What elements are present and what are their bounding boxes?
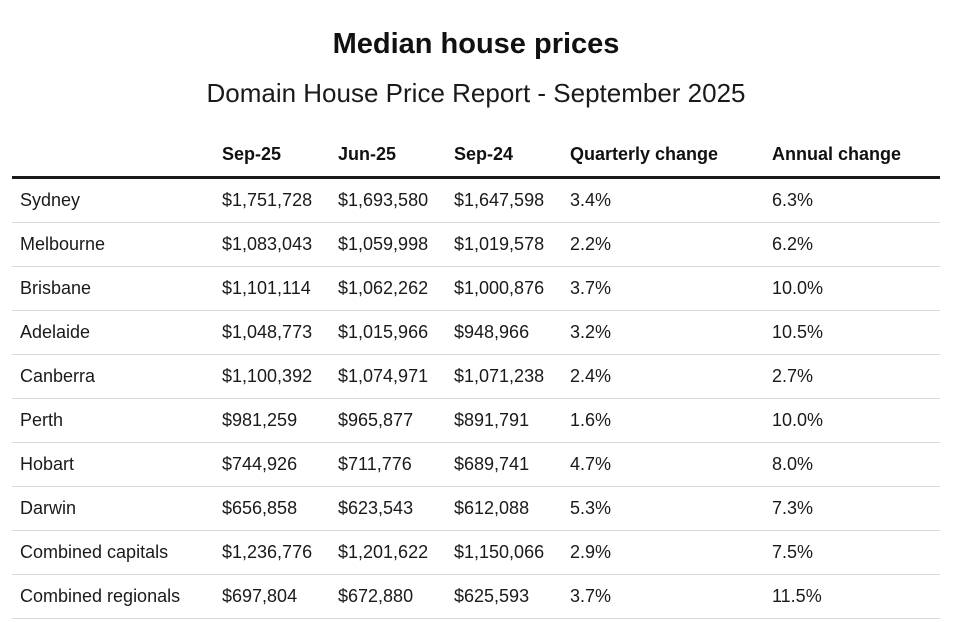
cell-quarterly-change: 4.7% [562, 442, 764, 487]
cell-sep-25: $1,100,392 [214, 354, 330, 399]
cell-jun-25: $1,201,622 [330, 530, 446, 575]
cell-annual-change: 7.3% [764, 486, 940, 531]
cell-city: Perth [12, 398, 214, 443]
table-row: Combined capitals $1,236,776 $1,201,622 … [12, 530, 940, 575]
cell-city: Combined capitals [12, 530, 214, 575]
cell-quarterly-change: 3.2% [562, 310, 764, 355]
cell-sep-25: $1,083,043 [214, 222, 330, 267]
cell-sep-25: $1,751,728 [214, 177, 330, 223]
cell-annual-change: 10.0% [764, 266, 940, 311]
cell-sep-24: $948,966 [446, 310, 562, 355]
column-header-city [12, 132, 214, 179]
cell-sep-24: $1,019,578 [446, 222, 562, 267]
cell-sep-24: $1,000,876 [446, 266, 562, 311]
cell-jun-25: $1,059,998 [330, 222, 446, 267]
cell-quarterly-change: 3.7% [562, 266, 764, 311]
cell-jun-25: $1,693,580 [330, 177, 446, 223]
cell-sep-24: $625,593 [446, 574, 562, 619]
cell-quarterly-change: 2.9% [562, 530, 764, 575]
table-row: Sydney $1,751,728 $1,693,580 $1,647,598 … [12, 177, 940, 223]
cell-annual-change: 10.5% [764, 310, 940, 355]
cell-quarterly-change: 1.6% [562, 398, 764, 443]
table-row: Perth $981,259 $965,877 $891,791 1.6% 10… [12, 398, 940, 443]
cell-sep-25: $981,259 [214, 398, 330, 443]
cell-quarterly-change: 3.7% [562, 574, 764, 619]
table-row: Canberra $1,100,392 $1,074,971 $1,071,23… [12, 354, 940, 399]
cell-city: Canberra [12, 354, 214, 399]
cell-annual-change: 8.0% [764, 442, 940, 487]
cell-sep-25: $1,048,773 [214, 310, 330, 355]
cell-sep-24: $612,088 [446, 486, 562, 531]
price-table-container: Sep-25 Jun-25 Sep-24 Quarterly change An… [12, 132, 940, 619]
cell-quarterly-change: 2.4% [562, 354, 764, 399]
header-row: Sep-25 Jun-25 Sep-24 Quarterly change An… [12, 132, 940, 179]
cell-sep-25: $744,926 [214, 442, 330, 487]
cell-jun-25: $711,776 [330, 442, 446, 487]
cell-jun-25: $672,880 [330, 574, 446, 619]
cell-jun-25: $623,543 [330, 486, 446, 531]
cell-sep-25: $697,804 [214, 574, 330, 619]
table-body: Sydney $1,751,728 $1,693,580 $1,647,598 … [12, 177, 940, 619]
price-table: Sep-25 Jun-25 Sep-24 Quarterly change An… [12, 132, 940, 619]
column-header-jun-25: Jun-25 [330, 132, 446, 179]
column-header-sep-24: Sep-24 [446, 132, 562, 179]
cell-sep-24: $1,071,238 [446, 354, 562, 399]
cell-annual-change: 11.5% [764, 574, 940, 619]
table-row: Darwin $656,858 $623,543 $612,088 5.3% 7… [12, 486, 940, 531]
cell-annual-change: 10.0% [764, 398, 940, 443]
cell-sep-25: $1,101,114 [214, 266, 330, 311]
cell-annual-change: 2.7% [764, 354, 940, 399]
cell-quarterly-change: 5.3% [562, 486, 764, 531]
cell-city: Adelaide [12, 310, 214, 355]
cell-jun-25: $1,074,971 [330, 354, 446, 399]
cell-city: Brisbane [12, 266, 214, 311]
table-row: Combined regionals $697,804 $672,880 $62… [12, 574, 940, 619]
cell-annual-change: 6.3% [764, 177, 940, 223]
cell-sep-25: $1,236,776 [214, 530, 330, 575]
column-header-quarterly-change: Quarterly change [562, 132, 764, 179]
cell-city: Hobart [12, 442, 214, 487]
table-row: Adelaide $1,048,773 $1,015,966 $948,966 … [12, 310, 940, 355]
cell-quarterly-change: 2.2% [562, 222, 764, 267]
cell-quarterly-change: 3.4% [562, 177, 764, 223]
cell-sep-25: $656,858 [214, 486, 330, 531]
cell-sep-24: $1,150,066 [446, 530, 562, 575]
cell-jun-25: $1,062,262 [330, 266, 446, 311]
cell-city: Combined regionals [12, 574, 214, 619]
table-row: Melbourne $1,083,043 $1,059,998 $1,019,5… [12, 222, 940, 267]
cell-jun-25: $965,877 [330, 398, 446, 443]
column-header-sep-25: Sep-25 [214, 132, 330, 179]
cell-annual-change: 6.2% [764, 222, 940, 267]
cell-sep-24: $689,741 [446, 442, 562, 487]
cell-city: Darwin [12, 486, 214, 531]
chart-subtitle: Domain House Price Report - September 20… [206, 78, 746, 108]
cell-annual-change: 7.5% [764, 530, 940, 575]
cell-sep-24: $891,791 [446, 398, 562, 443]
column-header-annual-change: Annual change [764, 132, 940, 179]
table-row: Hobart $744,926 $711,776 $689,741 4.7% 8… [12, 442, 940, 487]
cell-jun-25: $1,015,966 [330, 310, 446, 355]
cell-city: Sydney [12, 177, 214, 223]
cell-city: Melbourne [12, 222, 214, 267]
chart-title: Median house prices [332, 28, 620, 60]
table-row: Brisbane $1,101,114 $1,062,262 $1,000,87… [12, 266, 940, 311]
cell-sep-24: $1,647,598 [446, 177, 562, 223]
